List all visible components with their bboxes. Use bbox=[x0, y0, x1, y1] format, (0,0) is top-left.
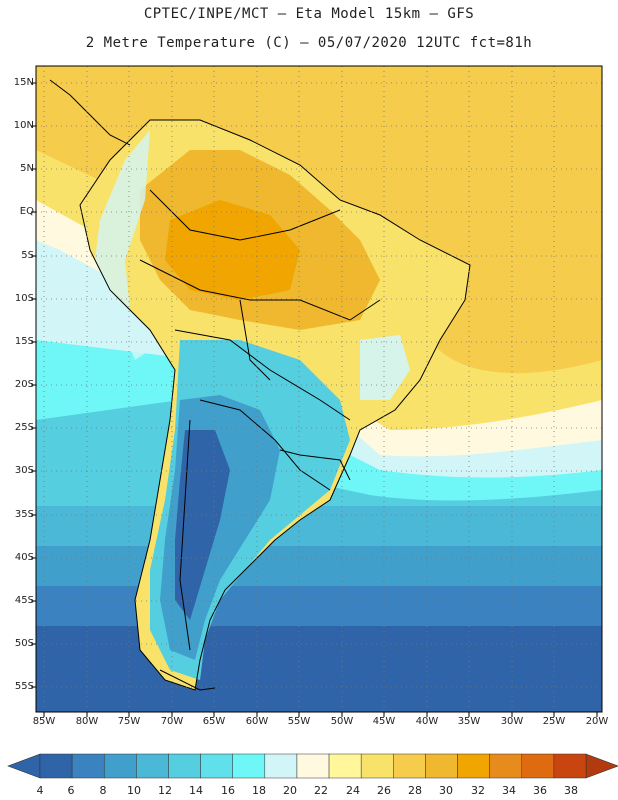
colorbar-swatch bbox=[136, 753, 169, 779]
colorbar-label: 10 bbox=[127, 784, 141, 797]
colorbar-swatch bbox=[264, 753, 298, 779]
colorbar-label: 8 bbox=[99, 784, 107, 797]
colorbar-label: 24 bbox=[346, 784, 360, 797]
map-title-line2: 2 Metre Temperature (C) – 05/07/2020 12U… bbox=[85, 35, 533, 51]
colorbar-swatch bbox=[393, 753, 426, 779]
lat-label: 10N bbox=[13, 120, 34, 131]
lon-label: 75W bbox=[117, 716, 141, 727]
colorbar-swatch bbox=[425, 753, 458, 779]
lon-label: 20W bbox=[585, 716, 609, 727]
colorbar-label: 38 bbox=[564, 784, 578, 797]
map-title-line1: CPTEC/INPE/MCT – Eta Model 15km – GFS bbox=[143, 6, 475, 22]
lon-label: 80W bbox=[75, 716, 99, 727]
lon-label: 25W bbox=[542, 716, 566, 727]
lat-label: 45S bbox=[14, 595, 34, 606]
lon-label: 50W bbox=[330, 716, 354, 727]
colorbar-swatch bbox=[168, 753, 201, 779]
lon-label: 65W bbox=[202, 716, 226, 727]
lon-label: 85W bbox=[32, 716, 56, 727]
map-field bbox=[36, 66, 602, 712]
colorbar-swatch bbox=[553, 753, 587, 779]
colorbar-swatch bbox=[296, 753, 330, 779]
colorbar-swatch bbox=[328, 753, 362, 779]
colorbar-label: 28 bbox=[408, 784, 422, 797]
lon-label: 35W bbox=[457, 716, 481, 727]
colorbar-swatch bbox=[457, 753, 490, 779]
colorbar bbox=[7, 753, 618, 779]
colorbar-swatch bbox=[489, 753, 523, 779]
lat-label: 50S bbox=[14, 638, 34, 649]
lon-label: 40W bbox=[415, 716, 439, 727]
lat-label: 15S bbox=[14, 336, 34, 347]
lat-label: 20S bbox=[14, 379, 34, 390]
colorbar-label: 34 bbox=[502, 784, 516, 797]
colorbar-swatch bbox=[39, 753, 73, 779]
colorbar-label: 32 bbox=[471, 784, 485, 797]
colorbar-low-arrow bbox=[7, 753, 41, 779]
colorbar-label: 14 bbox=[189, 784, 203, 797]
colorbar-swatch bbox=[232, 753, 266, 779]
borders bbox=[49, 79, 471, 691]
colorbar-high-arrow bbox=[585, 753, 618, 779]
colorbar-label: 12 bbox=[158, 784, 172, 797]
colorbar-swatch bbox=[360, 753, 394, 779]
colorbar-label: 6 bbox=[67, 784, 75, 797]
colorbar-label: 22 bbox=[314, 784, 328, 797]
lat-label: 35S bbox=[14, 509, 34, 520]
colorbar-swatch bbox=[200, 753, 233, 779]
lon-label: 55W bbox=[287, 716, 311, 727]
lat-label: EQ bbox=[19, 206, 34, 217]
lat-label: 5N bbox=[20, 163, 34, 174]
lon-label: 70W bbox=[160, 716, 184, 727]
colorbar-label: 36 bbox=[533, 784, 547, 797]
colorbar-label: 20 bbox=[283, 784, 297, 797]
lat-label: 10S bbox=[14, 293, 34, 304]
lon-label: 45W bbox=[372, 716, 396, 727]
colorbar-label: 4 bbox=[36, 784, 44, 797]
lat-label: 15N bbox=[13, 77, 34, 88]
lat-label: 55S bbox=[14, 681, 34, 692]
colorbar-swatch bbox=[71, 753, 105, 779]
colorbar-swatch bbox=[103, 753, 137, 779]
lat-label: 5S bbox=[21, 250, 34, 261]
lat-label: 40S bbox=[14, 552, 34, 563]
axis-ticks bbox=[31, 82, 598, 717]
lon-label: 60W bbox=[245, 716, 269, 727]
colorbar-label: 18 bbox=[252, 784, 266, 797]
colorbar-label: 16 bbox=[221, 784, 235, 797]
lon-label: 30W bbox=[500, 716, 524, 727]
colorbar-label: 30 bbox=[439, 784, 453, 797]
lat-label: 30S bbox=[14, 465, 34, 476]
map-frame bbox=[35, 65, 603, 713]
lat-label: 25S bbox=[14, 422, 34, 433]
colorbar-label: 26 bbox=[377, 784, 391, 797]
colorbar-swatch bbox=[521, 753, 555, 779]
